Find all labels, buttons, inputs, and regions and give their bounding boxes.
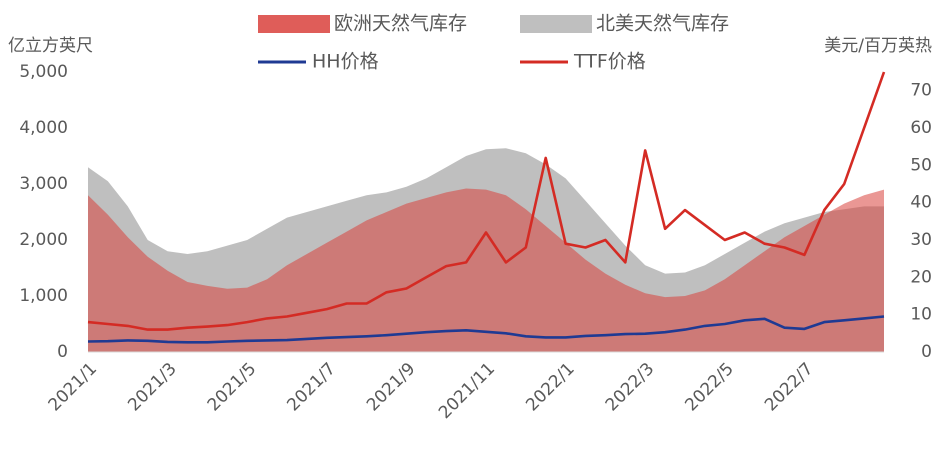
legend-label: HH价格 <box>312 51 379 73</box>
y-tick-label: 1,000 <box>19 286 68 306</box>
line <box>87 315 885 344</box>
x-tick-label: 2022/5 <box>681 359 737 415</box>
x-tick-label: 2021/9 <box>363 359 419 415</box>
y2-axis-title: 美元/百万英热 <box>824 36 932 56</box>
y-tick-label: 2,000 <box>19 230 68 250</box>
y-axis-title: 亿立方英尺 <box>8 36 93 56</box>
y-tick-label: 3,000 <box>19 174 68 194</box>
legend-swatch <box>258 15 330 33</box>
legend-label: TTF价格 <box>573 51 646 73</box>
x-tick-label: 2022/3 <box>602 359 658 415</box>
x-tick-label: 2022/1 <box>522 359 578 415</box>
y2-tick-label: 20 <box>910 267 932 287</box>
y2-tick-label: 0 <box>921 342 932 362</box>
x-tick-label: 2022/7 <box>761 359 817 415</box>
y2-tick-label: 70 <box>910 81 932 101</box>
y2-tick-label: 40 <box>910 193 932 213</box>
x-tick-label: 2021/11 <box>435 359 499 423</box>
y2-tick-label: 10 <box>910 305 932 325</box>
area <box>88 188 884 352</box>
y2-tick-label: 50 <box>910 155 932 175</box>
y-tick-label: 4,000 <box>19 118 68 138</box>
x-tick-label: 2021/1 <box>45 359 101 415</box>
legend-label: 欧洲天然气库存 <box>334 13 467 35</box>
legend-swatch <box>520 15 592 33</box>
y2-tick-label: 60 <box>910 118 932 138</box>
x-tick-label: 2021/7 <box>283 359 339 415</box>
legend-label: 北美天然气库存 <box>596 13 729 35</box>
x-tick-label: 2021/5 <box>204 359 260 415</box>
y-tick-label: 0 <box>57 342 68 362</box>
x-tick-label: 2021/3 <box>124 359 180 415</box>
line <box>87 71 886 331</box>
y2-tick-label: 30 <box>910 230 932 250</box>
y-tick-label: 5,000 <box>19 62 68 82</box>
